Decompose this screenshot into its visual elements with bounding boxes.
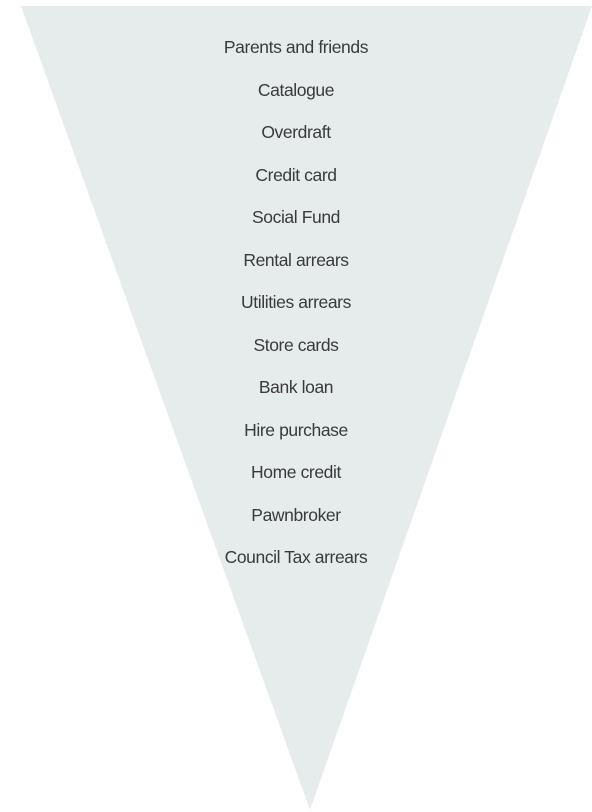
list-item: Credit card bbox=[255, 164, 337, 185]
list-item: Hire purchase bbox=[244, 419, 348, 440]
list-item: Social Fund bbox=[251, 207, 340, 227]
list-item: Parents and friends bbox=[223, 37, 369, 57]
credit-sources-list: Parents and friends Catalogue Overdraft Cre… bbox=[0, 33, 592, 586]
list-item: Utilities arrears bbox=[241, 292, 351, 312]
triangle-fill bbox=[21, 6, 592, 810]
list-item: Council Tax arrears bbox=[224, 547, 368, 567]
list-item: Rental arrears bbox=[243, 249, 349, 270]
list-item: Catalogue bbox=[257, 79, 335, 100]
list-item: Store cards bbox=[253, 334, 339, 355]
list-item: Pawnbroker bbox=[251, 504, 341, 525]
list-item: Home credit bbox=[251, 462, 341, 482]
list-item: Bank loan bbox=[258, 377, 334, 397]
list-item: Overdraft bbox=[261, 122, 331, 142]
